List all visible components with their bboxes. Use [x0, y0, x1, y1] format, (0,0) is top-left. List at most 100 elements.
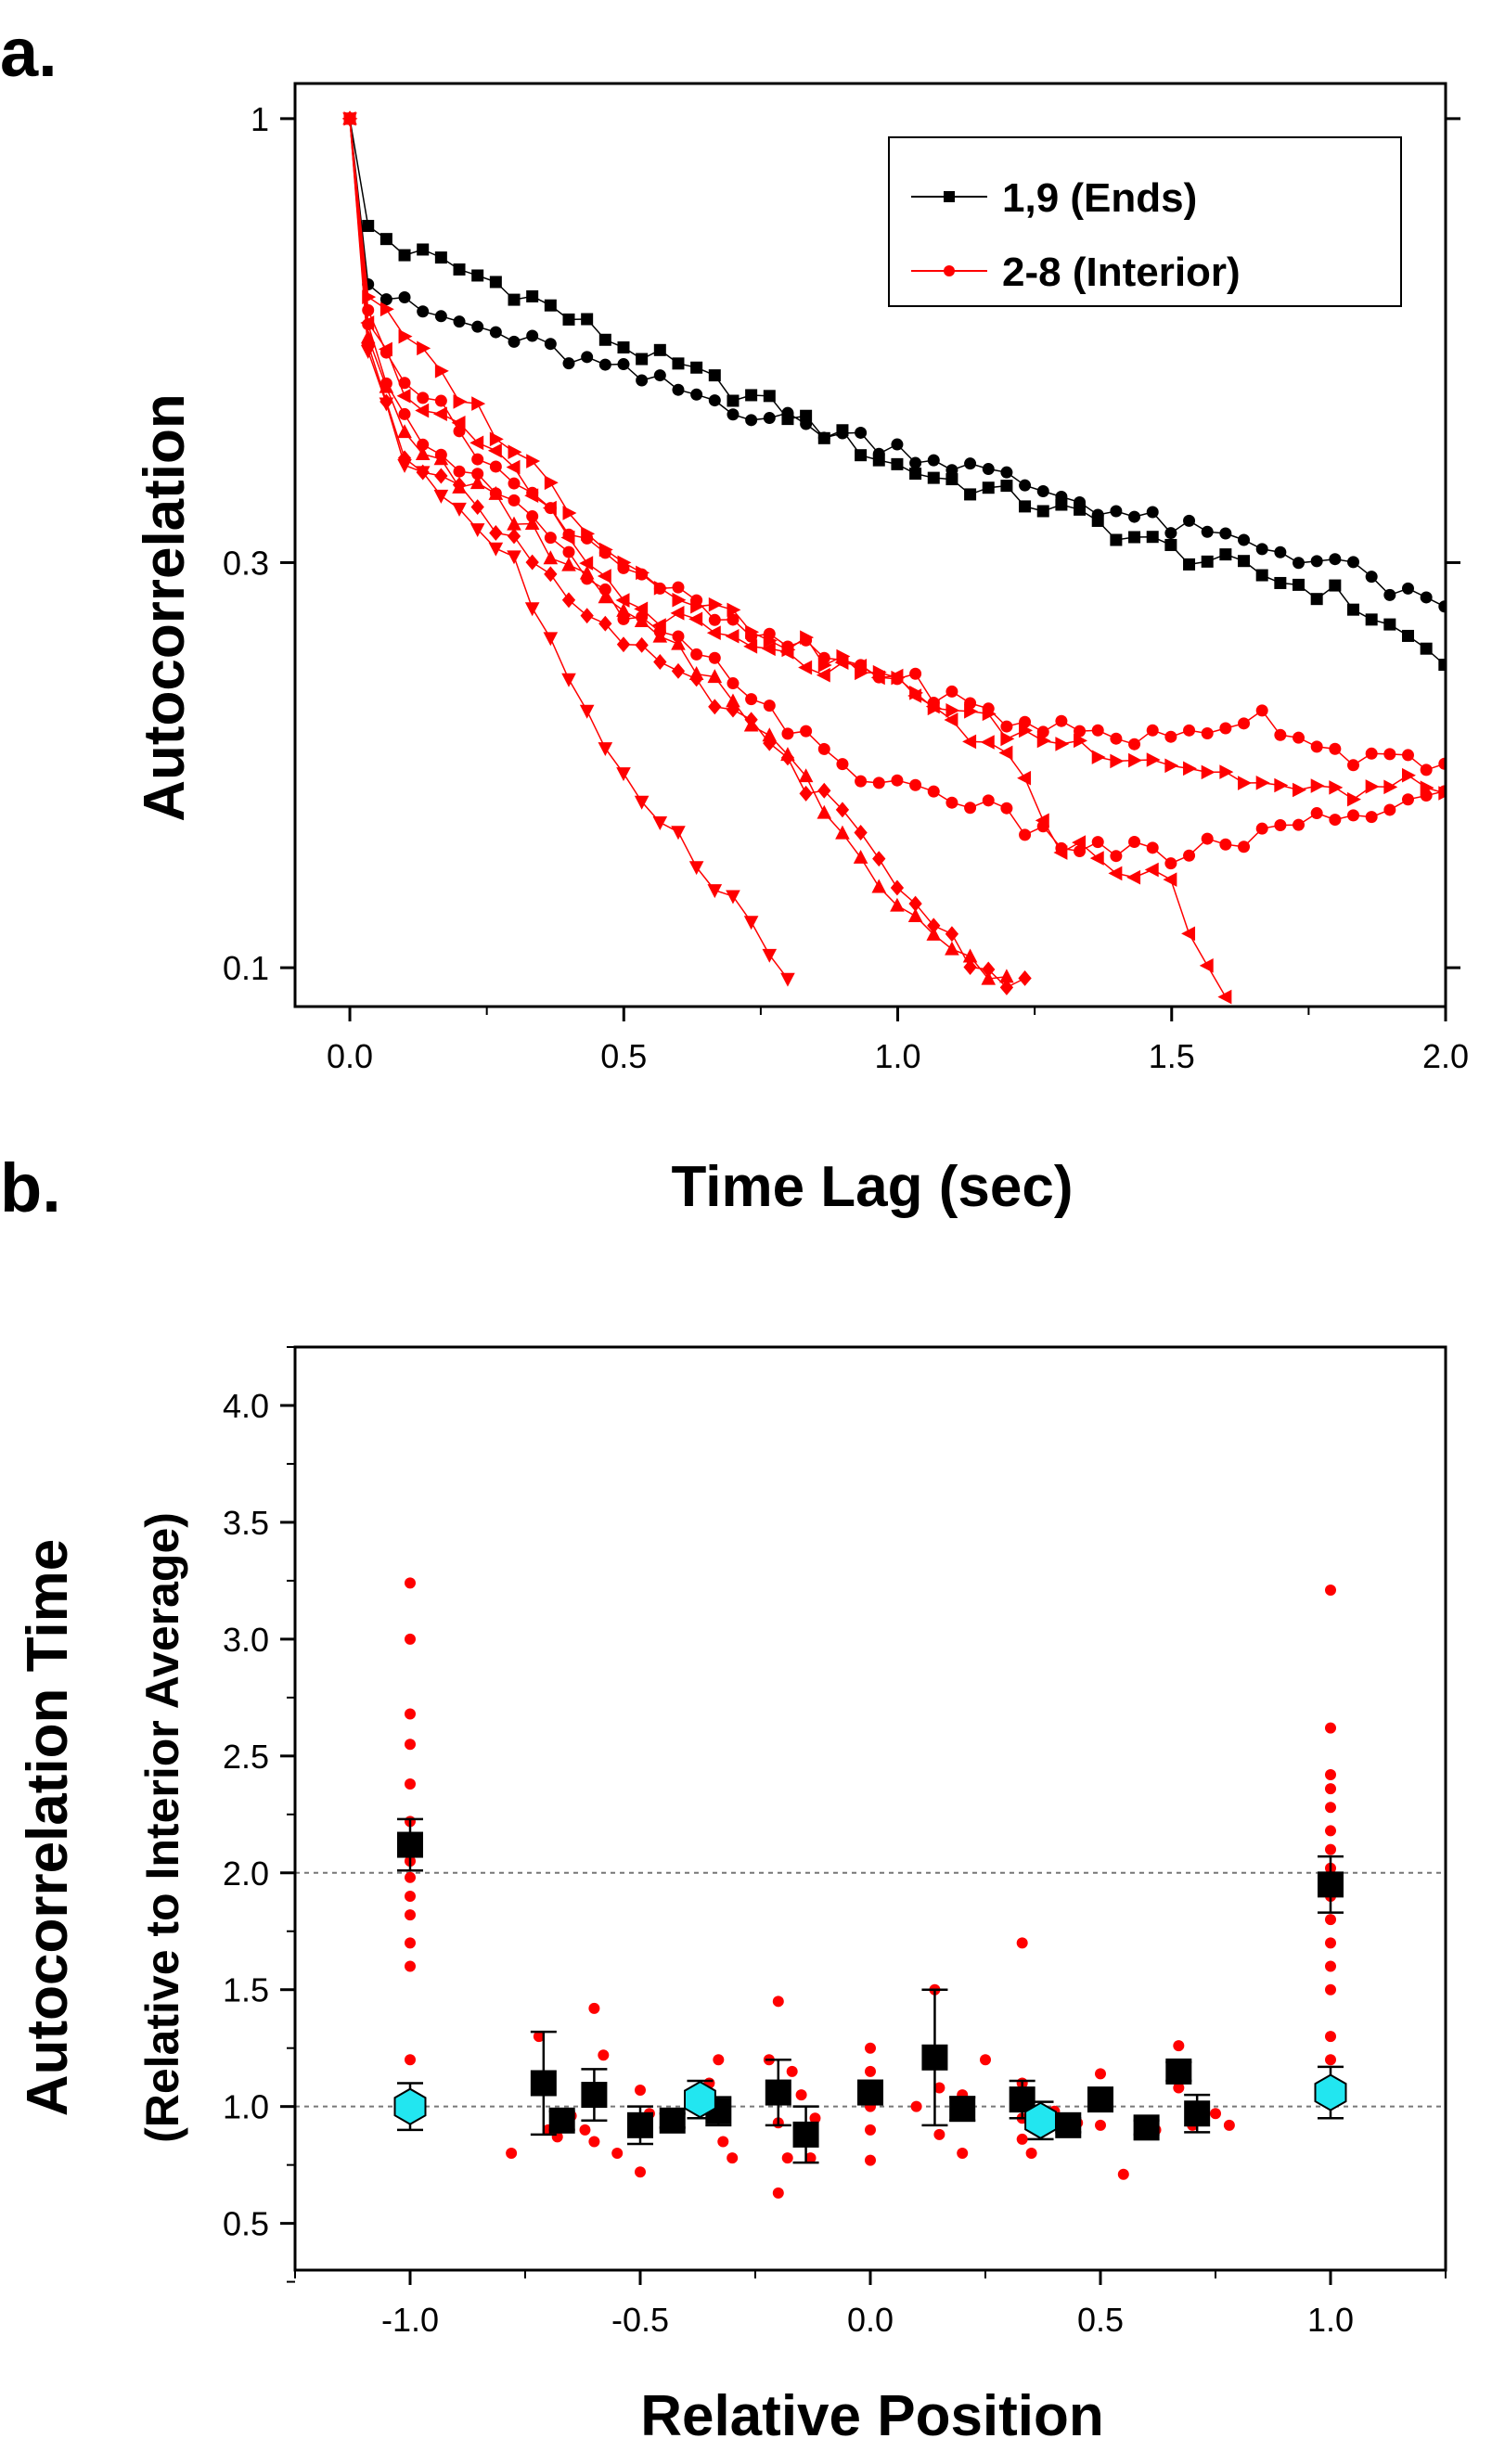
- panel-a-legend: 1,9 (Ends) 2-8 (Interior): [888, 136, 1402, 307]
- series-3-point-13: [562, 506, 577, 520]
- series-9-point-20: [688, 861, 704, 876]
- series-6-point-38: [1019, 828, 1032, 841]
- series-1-point-29: [855, 449, 868, 462]
- group-point-1: [393, 2087, 427, 2125]
- series-9-point-24: [762, 948, 778, 963]
- red-point-30: [713, 2054, 725, 2066]
- series-1-point-15: [598, 333, 611, 346]
- series-7-point-26: [798, 768, 814, 783]
- series-6-point-13: [562, 545, 575, 558]
- series-6-point-23: [745, 693, 758, 706]
- series-3-point-52: [1274, 777, 1289, 793]
- series-2-point-34: [945, 464, 958, 477]
- series-6-point-10: [508, 494, 521, 507]
- series-4-point-53: [1293, 731, 1306, 744]
- series-4-point-57: [1365, 747, 1378, 760]
- series-4-point-27: [817, 651, 830, 664]
- series-4-point-61: [1438, 757, 1446, 770]
- series-6-point-8: [471, 468, 484, 481]
- series-6-point-43: [1110, 850, 1123, 863]
- series-9-point-12: [543, 632, 559, 647]
- series-5-point-13: [560, 530, 575, 545]
- red-point-13: [405, 2054, 416, 2066]
- series-3-point-54: [1310, 778, 1325, 793]
- series-9-point-11: [524, 602, 540, 617]
- red-point-19: [579, 2124, 591, 2136]
- red-point-49: [933, 2082, 945, 2094]
- series-6-point-20: [690, 648, 703, 661]
- series-1-point-58: [1383, 618, 1396, 631]
- series-1-point-56: [1347, 603, 1360, 616]
- series-7-point-5: [415, 446, 431, 461]
- mean-point-19: [1318, 1871, 1344, 1898]
- series-2-point-40: [1055, 490, 1068, 503]
- a-x-tick-label: 1.5: [1149, 1037, 1195, 1075]
- series-2-point-8: [471, 320, 484, 333]
- series-4-point-49: [1219, 722, 1232, 735]
- mean-point-9: [792, 2121, 819, 2148]
- a-x-tick-label: 0.0: [327, 1037, 373, 1075]
- series-6-point-54: [1310, 807, 1323, 820]
- series-8-point-33: [927, 918, 941, 934]
- series-2-point-60: [1420, 591, 1433, 604]
- series-1-point-43: [1110, 533, 1123, 546]
- red-point-80: [1325, 1843, 1336, 1855]
- series-2-point-29: [855, 426, 868, 439]
- b-y-tick-label: 2.5: [223, 1738, 269, 1776]
- series-2-point-36: [982, 463, 995, 476]
- red-point-83: [1325, 1914, 1336, 1926]
- red-point-50: [933, 2128, 945, 2140]
- series-2-point-4: [398, 291, 411, 304]
- panel-b-y-axis-title: Autocorrelation Time: [16, 1539, 80, 2116]
- series-1-point-8: [471, 269, 484, 282]
- series-7-point-11: [524, 516, 540, 531]
- series-3-point-3: [379, 302, 394, 317]
- series-6-point-40: [1055, 841, 1068, 854]
- series-3-point-34: [945, 703, 960, 718]
- series-1-point-13: [562, 313, 575, 326]
- red-point-31: [717, 2136, 729, 2148]
- series-9-point-21: [707, 884, 723, 899]
- panel-a-frame: [293, 82, 1447, 1008]
- series-1-point-14: [581, 313, 594, 326]
- series-1-point-10: [508, 293, 521, 306]
- series-6-point-31: [891, 774, 904, 787]
- series-8-point-30: [872, 851, 886, 867]
- series-6-point-39: [1036, 820, 1049, 833]
- series-1-point-7: [453, 263, 466, 276]
- series-2-point-47: [1183, 514, 1196, 527]
- mean-point-8: [765, 2079, 791, 2106]
- series-1-point-3: [379, 233, 392, 246]
- series-2-point-26: [800, 417, 813, 430]
- series-5-point-23: [743, 638, 758, 654]
- series-1-point-6: [434, 251, 447, 264]
- red-point-21: [588, 2136, 600, 2148]
- series-4-point-35: [964, 697, 977, 710]
- mean-point-17: [1165, 2058, 1192, 2085]
- series-4-point-48: [1201, 726, 1214, 739]
- red-point-23: [611, 2148, 624, 2160]
- series-7-point-13: [561, 557, 576, 571]
- series-7-point-17: [634, 613, 650, 627]
- series-5: [341, 111, 1232, 1005]
- series-1-point-21: [708, 369, 721, 382]
- series-9-point-9: [488, 542, 504, 557]
- series-2-point-44: [1128, 510, 1141, 523]
- series-4-point-20: [690, 594, 703, 607]
- a-y-tick-label: 1: [251, 100, 269, 138]
- series-1-point-18: [653, 343, 666, 356]
- series-4-point-14: [581, 532, 594, 545]
- series-5-point-12: [542, 500, 557, 516]
- red-point-69: [1173, 2082, 1185, 2094]
- series-4-point-32: [909, 667, 922, 680]
- series-7-point-19: [671, 635, 686, 650]
- series-8-point-26: [799, 785, 813, 802]
- series-8-point-23: [744, 712, 758, 728]
- series-1-point-45: [1146, 531, 1159, 544]
- legend-marker-1: [944, 191, 955, 202]
- series-2-point-38: [1019, 479, 1032, 492]
- series-6-point-29: [855, 775, 868, 788]
- series-8-point-16: [616, 636, 631, 653]
- series-8-point-38: [1018, 970, 1032, 986]
